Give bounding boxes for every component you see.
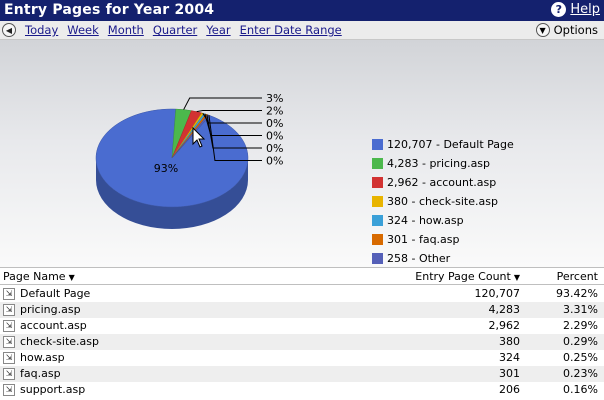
week-link[interactable]: Week [67,23,99,37]
table-row[interactable]: ⇲ pricing.asp 4,283 3.31% [0,302,604,318]
drilldown-icon[interactable]: ⇲ [3,304,15,316]
back-arrow-icon[interactable]: ◀ [2,23,16,37]
row-page-name: check-site.asp [20,335,99,348]
table-row[interactable]: ⇲ support.asp 206 0.16% [0,382,604,398]
help-area[interactable]: ? Help [551,2,600,17]
legend-item: 2,962 - account.asp [372,173,514,192]
table-body: ⇲ Default Page 120,707 93.42% ⇲ pricing.asp 4,… [0,286,604,398]
chart-legend: 120,707 - Default Page 4,283 - pricing.as… [372,135,514,268]
legend-label: 4,283 - pricing.asp [387,157,491,170]
table-row[interactable]: ⇲ check-site.asp 380 0.29% [0,334,604,350]
pie-chart: 3%2%0%0%0%0%93% [95,92,283,229]
legend-swatch [372,196,383,207]
row-percent: 0.16% [563,383,598,396]
pie-slice [171,114,211,159]
leader-line [183,97,262,110]
drilldown-icon[interactable]: ⇲ [3,384,15,396]
table-row[interactable]: ⇲ faq.asp 301 0.23% [0,366,604,382]
title-bar: Entry Pages for Year 2004 ? Help [0,0,604,21]
drilldown-icon[interactable]: ⇲ [3,320,15,332]
row-entry-count: 301 [499,367,520,380]
table-header: Page Name ▼ Entry Page Count ▼ Percent [0,267,604,285]
slice-percent-label: 2% [266,105,283,118]
row-page-name: support.asp [20,383,86,396]
legend-swatch [372,139,383,150]
column-entry-page-count[interactable]: Entry Page Count ▼ [415,270,520,283]
row-percent: 0.25% [563,351,598,364]
row-entry-count: 206 [499,383,520,396]
legend-swatch [372,253,383,264]
pie-side [96,158,248,229]
legend-swatch [372,177,383,188]
legend-label: 380 - check-site.asp [387,195,498,208]
chart-area: 3% 2% 0% 0% 0% 0% 93% 120,707 - Default Page 4,… [0,40,604,267]
month-link[interactable]: Month [107,23,144,37]
table-row[interactable]: ⇲ how.asp 324 0.25% [0,350,604,366]
date-range-bar: ◀ Today Week Month Quarter Year Enter Da… [0,21,604,40]
table-row[interactable]: ⇲ Default Page 120,707 93.42% [0,286,604,302]
legend-label: 324 - how.asp [387,214,464,227]
slice-percent-label: 0% [266,142,283,155]
legend-label: 2,962 - account.asp [387,176,497,189]
legend-label: 258 - Other [387,252,451,265]
row-entry-count: 324 [499,351,520,364]
legend-label: 120,707 - Default Page [387,138,514,151]
slice-percent-label: 0% [266,155,283,168]
row-percent: 3.31% [563,303,598,316]
legend-swatch [372,215,383,226]
quarter-link[interactable]: Quarter [152,23,198,37]
column-page-name[interactable]: Page Name ▼ [3,270,75,283]
sort-arrow-icon[interactable]: ▼ [513,273,520,282]
today-link[interactable]: Today [25,23,59,37]
table-row[interactable]: ⇲ account.asp 2,962 2.29% [0,318,604,334]
drilldown-icon[interactable]: ⇲ [3,288,15,300]
slice-percent-label: 3% [266,92,283,105]
row-page-name: faq.asp [20,367,61,380]
legend-item: 4,283 - pricing.asp [372,154,514,173]
row-page-name: pricing.asp [20,303,81,316]
help-icon[interactable]: ? [551,2,567,17]
legend-label: 301 - faq.asp [387,233,460,246]
row-page-name: account.asp [20,319,87,332]
leader-line [208,115,262,161]
options-label[interactable]: Options [553,23,598,37]
legend-swatch [372,158,383,169]
legend-item: 120,707 - Default Page [372,135,514,154]
chevron-down-icon[interactable]: ▼ [535,23,550,37]
page-title: Entry Pages for Year 2004 [4,2,215,18]
row-entry-count: 4,283 [488,303,521,316]
slice-percent-label: 0% [266,117,283,130]
legend-item: 380 - check-site.asp [372,192,514,211]
row-page-name: how.asp [20,351,65,364]
drilldown-icon[interactable]: ⇲ [3,352,15,364]
legend-item: 258 - Other [372,249,514,268]
column-percent[interactable]: Percent [556,270,598,283]
row-percent: 2.29% [563,319,598,332]
legend-swatch [372,234,383,245]
drilldown-icon[interactable]: ⇲ [3,336,15,348]
year-link[interactable]: Year [206,23,231,37]
row-percent: 93.42% [556,287,598,300]
date-range-links: Today Week Month Quarter Year Enter Date… [25,23,342,37]
drilldown-icon[interactable]: ⇲ [3,368,15,380]
row-entry-count: 2,962 [488,319,521,332]
row-entry-count: 120,707 [474,287,521,300]
legend-item: 301 - faq.asp [372,230,514,249]
slice-percent-label: 0% [266,130,283,143]
leader-line [196,110,262,113]
row-percent: 0.29% [563,335,598,348]
options-menu[interactable]: ▼ Options [535,23,598,37]
row-percent: 0.23% [563,367,598,380]
legend-item: 324 - how.asp [372,211,514,230]
sort-arrow-icon[interactable]: ▼ [68,273,75,282]
mouse-cursor-icon [192,126,206,148]
row-page-name: Default Page [20,287,91,300]
help-link[interactable]: Help [570,2,600,17]
slice-percent-label: 93% [154,162,178,175]
enter-date-range-link[interactable]: Enter Date Range [239,23,342,37]
row-entry-count: 380 [499,335,520,348]
